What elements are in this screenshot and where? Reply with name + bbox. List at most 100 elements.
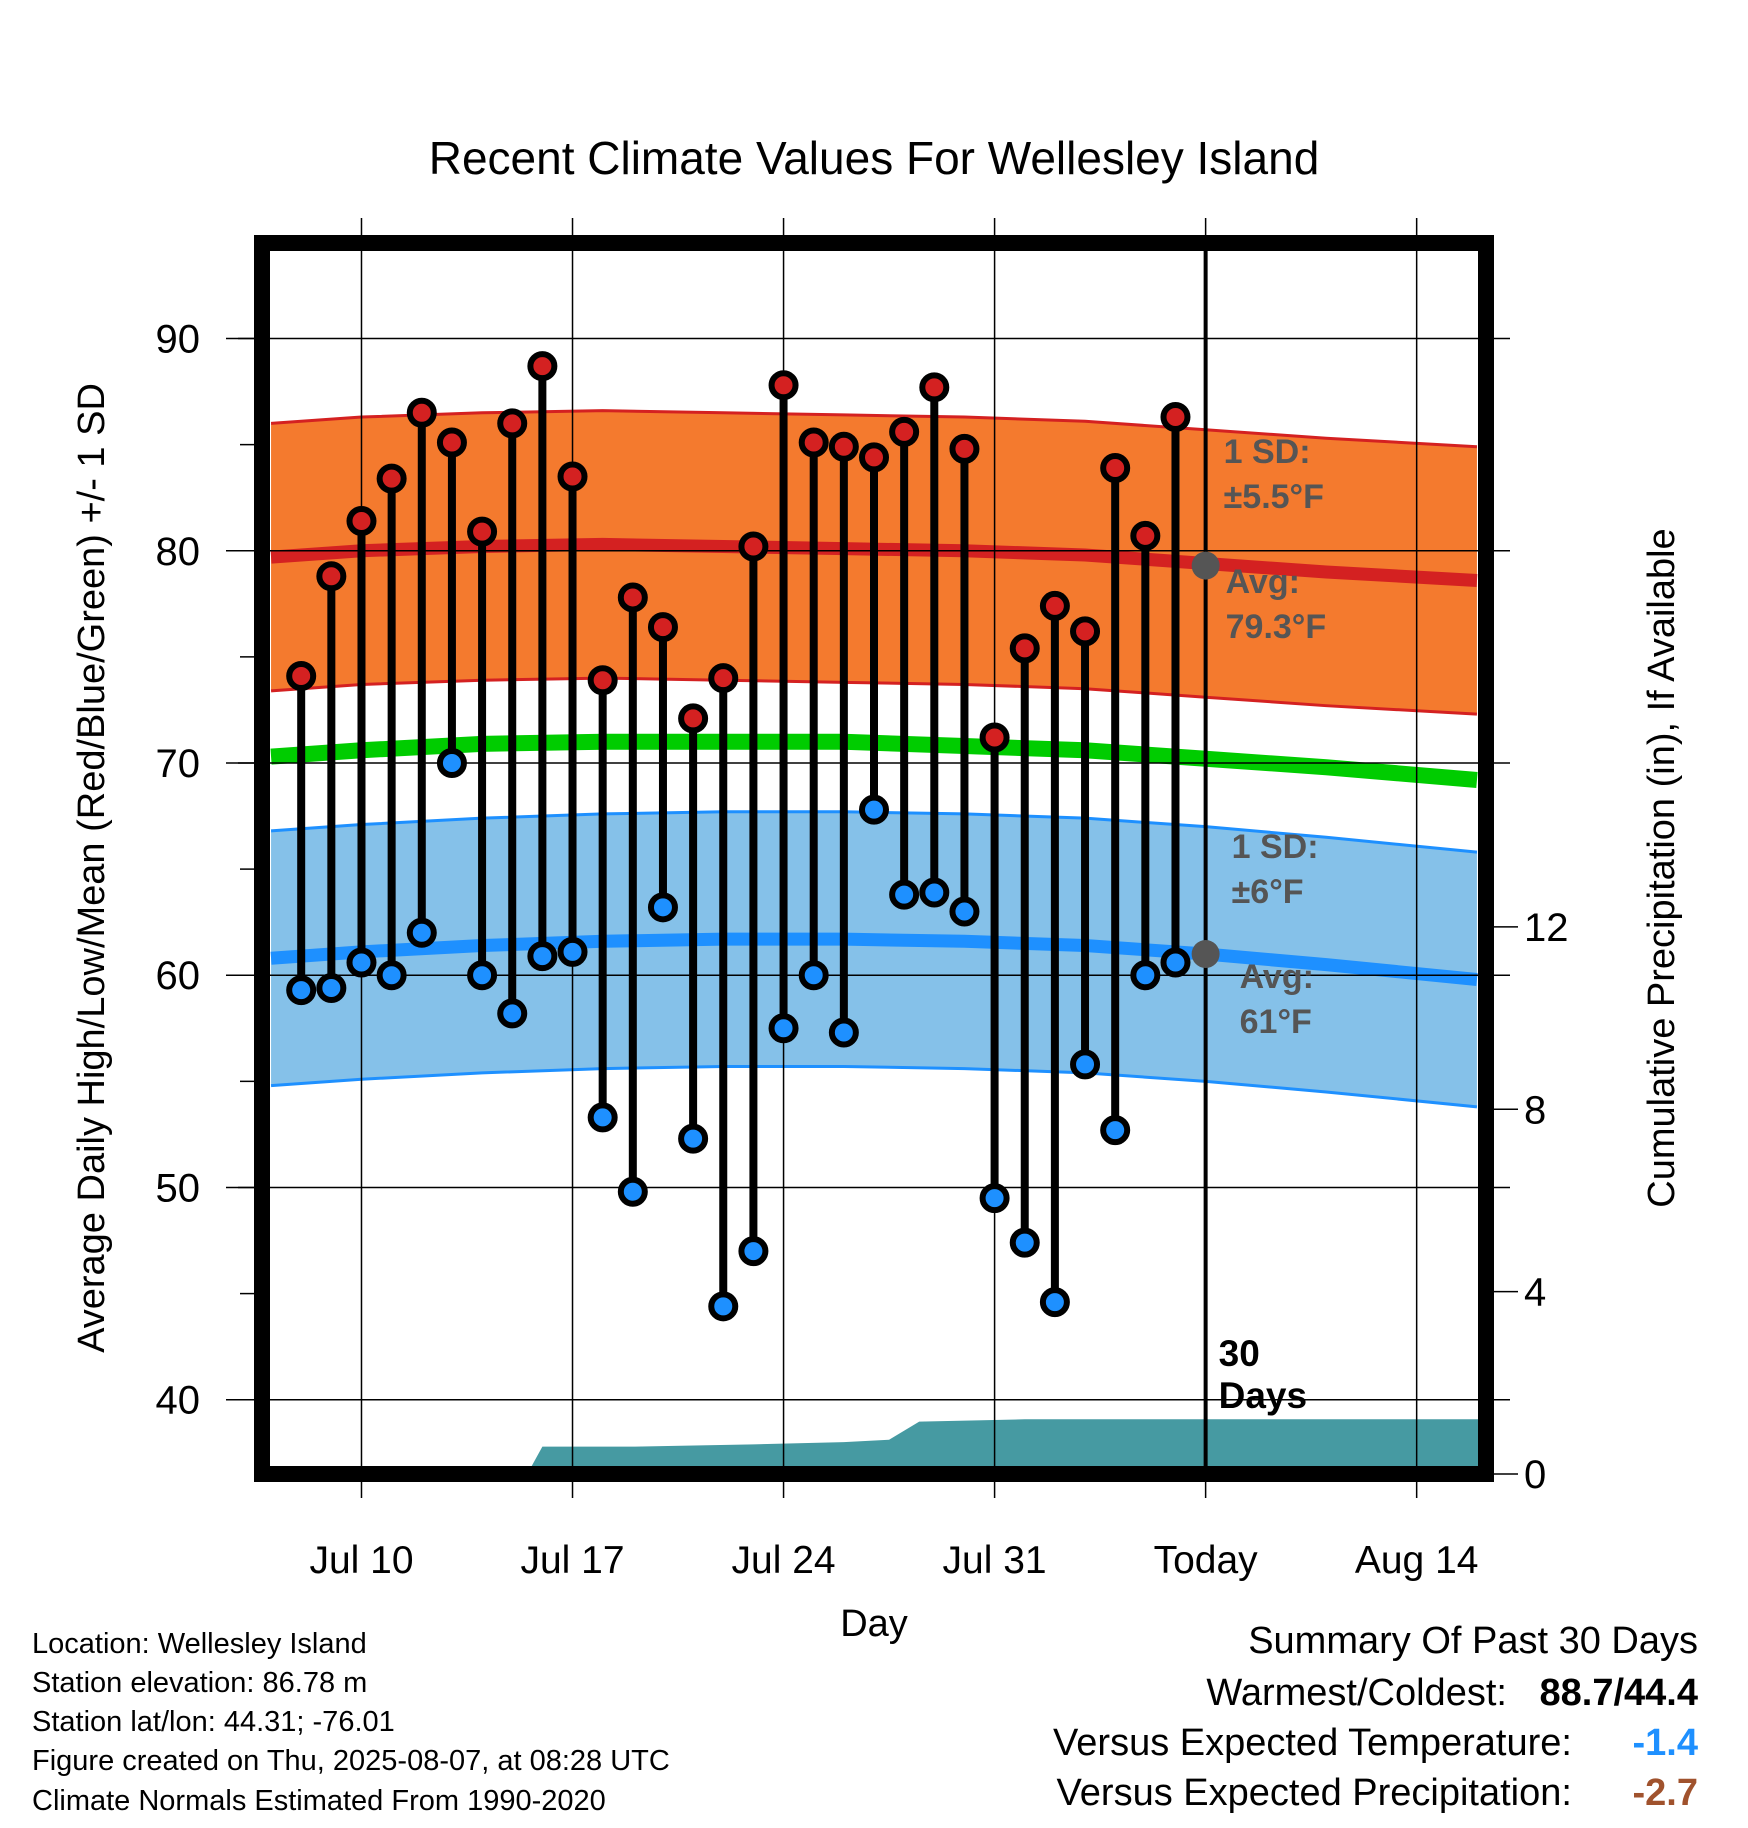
daily-low-point <box>316 972 347 1003</box>
daily-low-point <box>979 1183 1010 1214</box>
daily-high-point <box>889 416 920 447</box>
y2-tick-label: 4 <box>1524 1271 1546 1315</box>
window-days-label: Days <box>1219 1375 1307 1416</box>
x-tick-label: Jul 17 <box>520 1539 624 1582</box>
daily-low-point <box>376 960 407 991</box>
daily-low-point <box>1160 947 1191 978</box>
daily-low-point <box>768 1013 799 1044</box>
daily-low-point <box>587 1102 618 1133</box>
summary-temp-label: Versus Expected Temperature: <box>1053 1722 1572 1764</box>
daily-low-point <box>708 1291 739 1322</box>
y2-axis-label: Cumulative Precipitation (in), If Availa… <box>1641 528 1683 1207</box>
summary-temperature: Versus Expected Temperature: -1.4 <box>1053 1722 1698 1765</box>
summary-title: Summary Of Past 30 Days <box>1248 1620 1698 1662</box>
daily-low-point <box>557 936 588 967</box>
low-sd-band-lower-edge <box>270 1065 1478 1109</box>
low-sd-label: 1 SD: <box>1232 828 1319 866</box>
y-tick-label: 50 <box>156 1166 201 1210</box>
chart-title: Recent Climate Values For Wellesley Isla… <box>429 132 1320 184</box>
daily-high-point <box>346 506 377 537</box>
daily-high-point <box>436 427 467 458</box>
daily-high-point <box>708 663 739 694</box>
y-tick-label: 70 <box>156 742 201 786</box>
daily-low-point <box>647 892 678 923</box>
daily-low-point <box>497 998 528 1029</box>
meta-elevation: Station elevation: 86.78 m <box>32 1667 368 1699</box>
meta-created: Figure created on Thu, 2025-08-07, at 08… <box>32 1745 670 1777</box>
summary-warmest-coldest: Warmest/Coldest: 88.7/44.4 <box>1206 1672 1698 1715</box>
low-avg-label: Avg: <box>1240 958 1314 996</box>
plot-frame <box>254 235 1494 1482</box>
daily-low-point <box>798 960 829 991</box>
meta-normals: Climate Normals Estimated From 1990-2020 <box>32 1785 606 1817</box>
daily-low-point <box>1009 1227 1040 1258</box>
summary-temp-value: -1.4 <box>1632 1722 1698 1764</box>
window-count-label: 30 <box>1219 1333 1260 1374</box>
x-tick-label: Jul 31 <box>943 1539 1047 1582</box>
summary-precipitation: Versus Expected Precipitation: -2.7 <box>1057 1772 1698 1815</box>
x-tick-label: Jul 24 <box>732 1539 836 1582</box>
daily-low-point <box>828 1017 859 1048</box>
x-tick-label: Today <box>1154 1539 1259 1582</box>
low-sd-value: ±6°F <box>1232 873 1304 911</box>
y2-tick-label: 0 <box>1524 1453 1546 1497</box>
x-tick-label: Aug 14 <box>1355 1539 1479 1582</box>
meta-location: Location: Wellesley Island <box>32 1628 367 1660</box>
x-axis-label: Day <box>840 1603 908 1645</box>
summary-warm-cold-label: Warmest/Coldest: <box>1206 1672 1507 1714</box>
daily-low-point <box>738 1236 769 1267</box>
daily-low-point <box>286 975 317 1006</box>
daily-high-point <box>979 722 1010 753</box>
daily-high-point <box>919 372 950 403</box>
daily-high-point <box>376 463 407 494</box>
today-high-avg-marker <box>1191 551 1220 580</box>
daily-low-point <box>1039 1287 1070 1318</box>
daily-low-point <box>1070 1049 1101 1080</box>
daily-high-point <box>678 703 709 734</box>
daily-high-point <box>859 442 889 473</box>
daily-high-point <box>406 397 437 428</box>
daily-high-point <box>647 612 678 643</box>
daily-low-point <box>436 747 467 778</box>
y-tick-label: 40 <box>156 1379 201 1423</box>
daily-high-point <box>949 433 980 464</box>
daily-high-point <box>497 408 528 439</box>
precip-area <box>271 1419 1486 1474</box>
summary-warm-cold-value: 88.7/44.4 <box>1539 1672 1698 1714</box>
daily-low-point <box>1100 1115 1131 1146</box>
daily-low-point <box>346 947 377 978</box>
daily-low-point <box>527 941 558 972</box>
daily-high-point <box>768 370 799 401</box>
summary-precip-value: -2.7 <box>1632 1772 1698 1814</box>
y-axis-label: Average Daily High/Low/Mean (Red/Blue/Gr… <box>71 383 113 1353</box>
y-tick-label: 60 <box>156 954 201 998</box>
y-tick-label: 80 <box>156 530 201 574</box>
high-sd-band-upper-edge <box>270 409 1478 449</box>
daily-high-point <box>587 665 618 696</box>
low-avg-value: 61°F <box>1240 1003 1312 1041</box>
x-tick-label: Jul 10 <box>309 1539 413 1582</box>
today-low-avg-marker <box>1191 940 1220 969</box>
daily-high-point <box>1009 633 1040 664</box>
daily-high-point <box>1130 520 1161 551</box>
daily-low-point <box>678 1123 709 1154</box>
daily-high-point <box>286 660 317 691</box>
daily-high-point <box>798 427 829 458</box>
daily-high-point <box>527 351 558 382</box>
daily-high-point <box>1160 402 1191 433</box>
daily-high-point <box>1100 452 1131 483</box>
summary-precip-label: Versus Expected Precipitation: <box>1056 1772 1572 1814</box>
daily-low-point <box>406 917 437 948</box>
daily-low-point <box>889 879 920 910</box>
daily-low-point <box>949 896 980 927</box>
daily-high-point <box>828 431 859 462</box>
daily-low-point <box>467 960 498 991</box>
daily-low-point <box>859 794 889 825</box>
y-tick-label: 90 <box>156 318 201 362</box>
daily-high-point <box>1070 616 1101 647</box>
y2-tick-label: 12 <box>1524 906 1569 950</box>
daily-high-point <box>467 516 498 547</box>
daily-high-point <box>557 461 588 492</box>
